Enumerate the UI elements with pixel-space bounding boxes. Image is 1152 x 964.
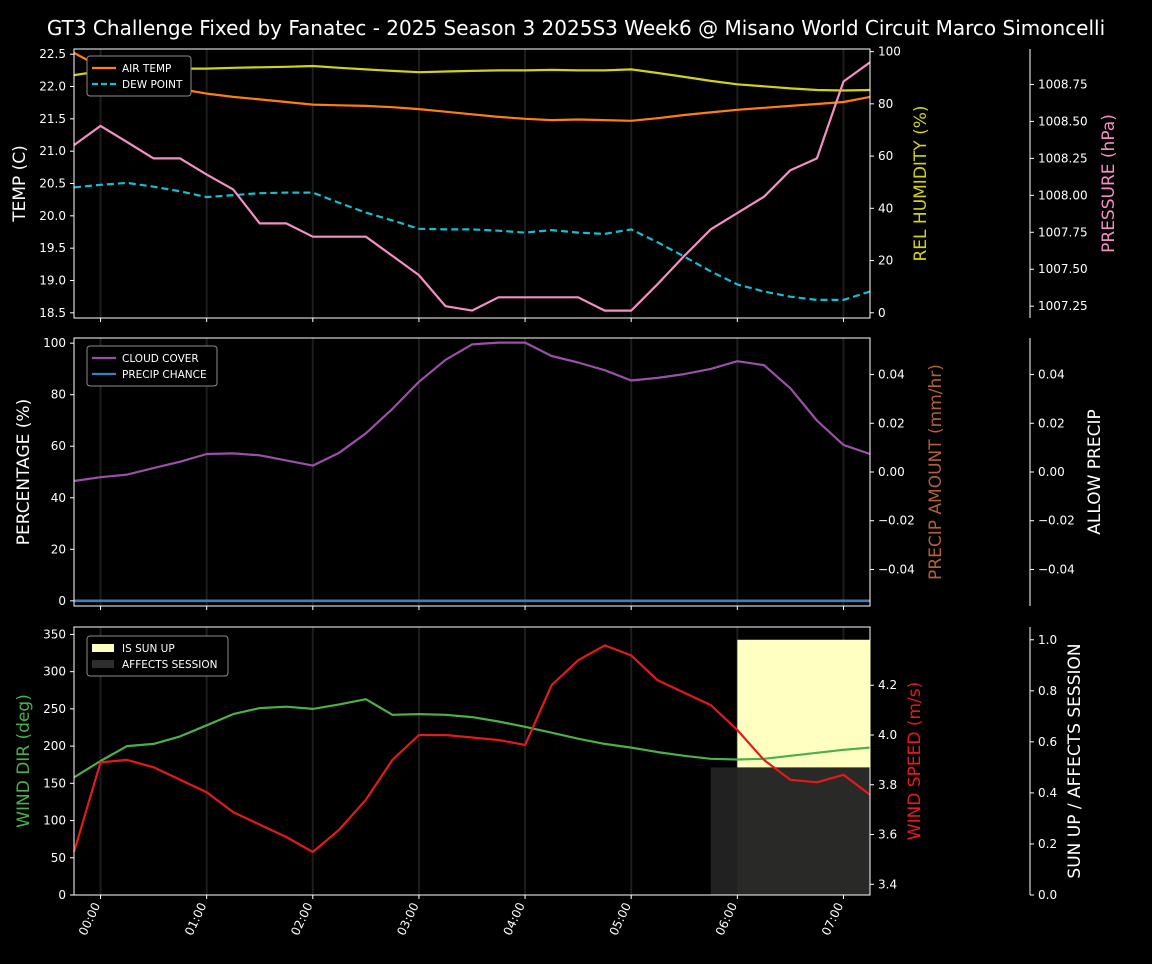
y-tick-label: 100 <box>43 336 66 350</box>
y-axis-label-right2: PRESSURE (hPa) <box>1099 114 1119 253</box>
y-tick-label: 20.0 <box>39 209 66 223</box>
legend-entry: PRECIP CHANCE <box>122 369 207 381</box>
sun-up-axis-tick-label: 0.6 <box>1038 735 1057 749</box>
wind-speed-axis-tick-label: 3.6 <box>878 828 897 842</box>
y-tick-label: 22.5 <box>39 47 66 61</box>
legend: AIR TEMP DEW POINT <box>86 55 192 97</box>
wind-speed-axis-tick-label: 3.8 <box>878 778 897 792</box>
y-axis-label-right: PRECIP AMOUNT (mm/hr) <box>926 364 946 580</box>
pressure-axis-tick-label: 1008.75 <box>1038 77 1088 91</box>
series-air-temp <box>73 51 871 122</box>
y-tick-label: 200 <box>43 739 66 753</box>
chart-title: GT3 Challenge Fixed by Fanatec - 2025 Se… <box>47 16 1105 40</box>
legend-entry: IS SUN UP <box>122 643 175 655</box>
series-pressure <box>73 61 871 312</box>
precip-amount-axis-tick-label: −0.02 <box>878 514 915 528</box>
y-axis-label: PERCENTAGE (%) <box>14 399 34 545</box>
humidity-axis-tick-label: 100 <box>878 45 901 59</box>
wind-speed-axis-tick-label: 4.0 <box>878 728 897 742</box>
humidity-axis-tick-label: 0 <box>878 306 886 320</box>
precip-amount-axis-tick-label: 0.00 <box>878 465 905 479</box>
y-tick-label: 300 <box>43 665 66 679</box>
legend-box <box>86 55 192 97</box>
pressure-axis-tick-label: 1007.75 <box>1038 225 1088 239</box>
pressure-axis-tick-label: 1007.50 <box>1038 262 1088 276</box>
y-tick-label: 80 <box>51 388 66 402</box>
legend-box <box>86 635 229 677</box>
allow-precip-axis-tick-label: −0.04 <box>1038 562 1075 576</box>
y-axis-label-right2: SUN UP / AFFECTS SESSION <box>1065 643 1085 878</box>
y-tick-label: 19.5 <box>39 241 66 255</box>
legend: IS SUN UP AFFECTS SESSION <box>86 635 229 677</box>
allow-precip-axis-tick-label: 0.00 <box>1038 465 1065 479</box>
legend-entry: CLOUD COVER <box>122 353 199 365</box>
sun-up-axis-tick-label: 0.8 <box>1038 684 1057 698</box>
pressure-axis-tick-label: 1008.25 <box>1038 151 1088 165</box>
legend-entry: AIR TEMP <box>122 63 171 75</box>
humidity-axis-tick-label: 60 <box>878 149 893 163</box>
y-tick-label: 40 <box>51 491 66 505</box>
y-axis-label-right: WIND SPEED (m/s) <box>905 682 925 840</box>
legend-box <box>86 345 218 387</box>
y-tick-label: 0 <box>58 594 66 608</box>
sun-up-axis-tick-label: 0.4 <box>1038 786 1057 800</box>
y-tick-label: 20.5 <box>39 177 66 191</box>
sun-up-axis-tick-label: 0.2 <box>1038 837 1057 851</box>
humidity-axis-tick-label: 40 <box>878 201 893 215</box>
y-axis-label-right2: ALLOW PRECIP <box>1085 409 1105 535</box>
legend: CLOUD COVER PRECIP CHANCE <box>86 345 218 387</box>
y-tick-label: 60 <box>51 439 66 453</box>
y-tick-label: 150 <box>43 776 66 790</box>
precip-amount-axis-tick-label: 0.02 <box>878 416 905 430</box>
series-wind-speed <box>72 644 871 854</box>
series-rel-humidity <box>73 64 871 92</box>
sun-up-axis-tick-label: 0.0 <box>1038 888 1057 902</box>
allow-precip-axis-tick-label: 0.02 <box>1038 416 1065 430</box>
y-axis-label-right: REL HUMIDITY (%) <box>911 105 931 261</box>
wind-speed-axis-tick-label: 3.4 <box>878 877 897 891</box>
legend-swatch <box>92 644 114 652</box>
series-cloud-cover <box>73 341 871 483</box>
y-tick-label: 19.0 <box>39 273 66 287</box>
y-tick-label: 21.5 <box>39 112 66 126</box>
allow-precip-axis-tick-label: −0.02 <box>1038 514 1075 528</box>
pressure-axis-tick-label: 1007.25 <box>1038 299 1088 313</box>
humidity-axis-tick-label: 20 <box>878 254 893 268</box>
series-wind-dir <box>73 698 871 779</box>
y-tick-label: 21.0 <box>39 144 66 158</box>
y-tick-label: 20 <box>51 542 66 556</box>
y-tick-label: 350 <box>43 627 66 641</box>
y-tick-label: 22.0 <box>39 80 66 94</box>
pressure-axis-tick-label: 1008.50 <box>1038 114 1088 128</box>
wind-speed-axis-tick-label: 4.2 <box>878 678 897 692</box>
y-tick-label: 100 <box>43 814 66 828</box>
sun-up-axis-tick-label: 1.0 <box>1038 633 1057 647</box>
legend-swatch <box>92 660 114 668</box>
precip-amount-axis-tick-label: 0.04 <box>878 368 905 382</box>
allow-precip-axis-tick-label: 0.04 <box>1038 368 1065 382</box>
pressure-axis-tick-label: 1008.00 <box>1038 188 1088 202</box>
precip-amount-axis-tick-label: −0.04 <box>878 562 915 576</box>
humidity-axis-tick-label: 80 <box>878 97 893 111</box>
y-axis-label: TEMP (C) <box>10 145 30 223</box>
y-tick-label: 0 <box>58 888 66 902</box>
legend-entry: AFFECTS SESSION <box>122 659 218 671</box>
y-tick-label: 50 <box>51 851 66 865</box>
y-tick-label: 18.5 <box>39 306 66 320</box>
series-dew-point <box>73 181 871 301</box>
affects-session-area <box>710 767 870 895</box>
plot-frame <box>73 626 871 896</box>
legend-entry: DEW POINT <box>122 79 183 91</box>
y-tick-label: 250 <box>43 702 66 716</box>
y-axis-label: WIND DIR (deg) <box>14 694 34 828</box>
